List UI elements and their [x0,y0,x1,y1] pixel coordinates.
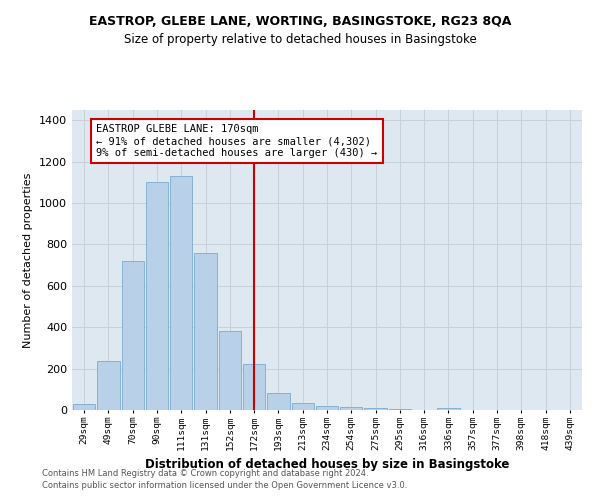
Bar [218,332,241,410]
Bar [194,253,217,410]
Bar [267,394,290,410]
Y-axis label: Number of detached properties: Number of detached properties [23,172,34,348]
Text: EASTROP, GLEBE LANE, WORTING, BASINGSTOKE, RG23 8QA: EASTROP, GLEBE LANE, WORTING, BASINGSTOK… [89,15,511,28]
Text: Contains public sector information licensed under the Open Government Licence v3: Contains public sector information licen… [42,481,407,490]
Text: Contains HM Land Registry data © Crown copyright and database right 2024.: Contains HM Land Registry data © Crown c… [42,468,368,477]
Bar [437,408,460,410]
Bar [146,182,168,410]
Text: EASTROP GLEBE LANE: 170sqm
← 91% of detached houses are smaller (4,302)
9% of se: EASTROP GLEBE LANE: 170sqm ← 91% of deta… [96,124,377,158]
Bar [243,364,265,410]
Bar [122,261,144,410]
Bar [170,176,193,410]
Bar [389,409,411,410]
X-axis label: Distribution of detached houses by size in Basingstoke: Distribution of detached houses by size … [145,458,509,471]
Bar [97,362,119,410]
Bar [73,404,95,410]
Text: Size of property relative to detached houses in Basingstoke: Size of property relative to detached ho… [124,32,476,46]
Bar [364,408,387,410]
Bar [316,406,338,410]
Bar [340,407,362,410]
Bar [292,403,314,410]
